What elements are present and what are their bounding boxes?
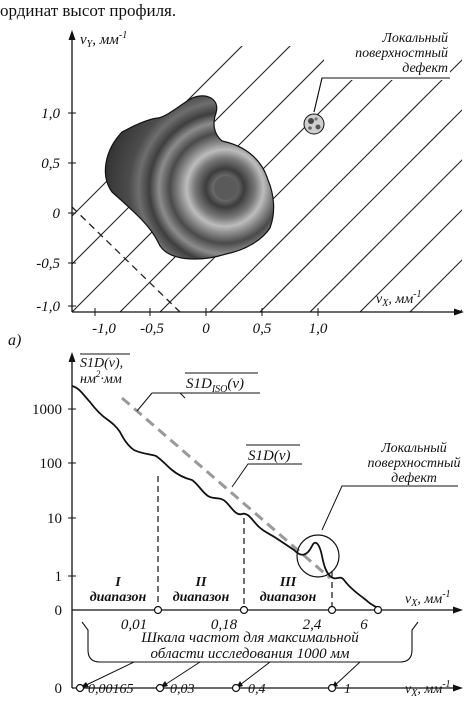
top-x-tick-5: 1,0 xyxy=(309,321,328,337)
bottom-y-label-line2: нм2·мм xyxy=(80,369,122,387)
s1d-curve xyxy=(71,385,379,609)
bottom-x-tick-4: 6 xyxy=(360,617,368,633)
scale2-tick-3: 0,4 xyxy=(248,682,266,697)
top-y-axis-arrow xyxy=(68,30,76,40)
profile-blob xyxy=(104,95,275,260)
top-y-tick-1: 1,0 xyxy=(41,106,60,122)
bottom-defect-label-3: дефект xyxy=(391,471,437,486)
iso-label: S1DISO(ν) xyxy=(186,376,244,395)
top-defect-label-2: поверхностный xyxy=(355,46,448,61)
top-x-tick-2: -0,5 xyxy=(140,321,164,337)
bottom-y-tick-4: 1 xyxy=(55,569,63,585)
bottom-x-axis-arrow xyxy=(453,606,463,614)
scale2-tick-2: 0,03 xyxy=(170,682,195,697)
iso-leader xyxy=(152,392,186,399)
scale2-tick-1: 0,00165 xyxy=(88,682,134,697)
bottom-y-tick-2: 100 xyxy=(40,456,63,472)
scale-projection-lines xyxy=(79,661,361,689)
bottom-y-ticks xyxy=(68,408,76,577)
defect-highlight-circle xyxy=(296,534,340,578)
defect-leader xyxy=(313,77,450,113)
iso-leader-tip xyxy=(136,392,153,412)
top-panel: Локальный поверхностный дефект 1,0 0,5 0… xyxy=(8,28,464,349)
top-x-ticks xyxy=(94,308,319,316)
top-defect-label-3: дефект xyxy=(402,61,448,76)
bottom-y-tick-3: 10 xyxy=(47,511,62,527)
defect-spot xyxy=(303,113,325,135)
bottom-x-tick-2: 0,18 xyxy=(211,617,238,633)
bottom-panel: S1D(ν), нм2·мм 1000 100 10 1 0 S1DISO(ν) xyxy=(32,352,463,699)
bottom-defect-label-1: Локальный xyxy=(380,441,447,456)
range-2-roman: II xyxy=(195,575,207,590)
top-y-tick-2: 0,5 xyxy=(41,156,60,172)
range-3-word: диапазон xyxy=(260,590,317,605)
top-y-tick-4: -0,5 xyxy=(36,256,60,272)
curve-label: S1D(ν) xyxy=(248,448,290,464)
scale2-zero: 0 xyxy=(55,681,63,697)
blob-core xyxy=(214,176,238,200)
top-y-axis-label: νY, мм-1 xyxy=(80,30,127,50)
top-y-tick-3: 0 xyxy=(53,206,61,222)
top-defect-label-1: Локальный xyxy=(381,31,448,46)
bottom-x-tick-3: 2,4 xyxy=(303,617,322,633)
range-1-word: диапазон xyxy=(90,590,147,605)
bottom-defect-leader xyxy=(321,485,458,531)
panel-label: а) xyxy=(8,332,21,349)
range-3-roman: III xyxy=(279,575,297,590)
defect-leader-tip xyxy=(313,77,323,113)
top-x-tick-1: -1,0 xyxy=(92,321,116,337)
bottom-y-label-line1: S1D(ν), xyxy=(80,356,123,371)
iso-dashed-line xyxy=(121,396,331,580)
scale2-tick-markers xyxy=(75,683,337,693)
range-2-word: диапазон xyxy=(173,590,230,605)
top-x-tick-3: 0 xyxy=(202,321,210,337)
top-y-ticks xyxy=(68,112,76,307)
top-x-tick-4: 0,5 xyxy=(253,321,272,337)
bottom-defect-label-2: поверхностный xyxy=(368,456,461,471)
top-x-axis-arrow xyxy=(454,308,464,316)
range-1-roman: I xyxy=(114,575,121,590)
curve-leader xyxy=(231,463,302,488)
bottom-defect-label-box xyxy=(322,438,448,490)
scale-caption-2: области исследования 1000 мм xyxy=(150,646,349,662)
scale-brace xyxy=(81,621,419,663)
scale2-x-axis-label: νX, мм-1 xyxy=(405,679,451,699)
dashed-diagonal xyxy=(71,206,181,313)
top-x-axis-label: νX, мм-1 xyxy=(376,289,422,309)
bottom-y-tick-1: 1000 xyxy=(32,402,62,418)
bottom-y-axis-arrow xyxy=(68,352,76,362)
bottom-x-tick-1: 0,01 xyxy=(121,617,147,633)
header-text: ординат высот профиля. xyxy=(0,1,176,20)
bottom-y-tick-5: 0 xyxy=(55,603,63,619)
scale2-x-axis-arrow xyxy=(453,684,463,692)
scale2-tick-4: 1 xyxy=(344,682,351,697)
defect-label-box xyxy=(324,28,450,80)
top-y-tick-5: -1,0 xyxy=(36,299,60,315)
bottom-x-tick-markers xyxy=(153,605,383,615)
bottom-x-axis-label: νX, мм-1 xyxy=(405,589,451,609)
scale-caption-1: Шкала частот для максимальной xyxy=(140,630,359,646)
